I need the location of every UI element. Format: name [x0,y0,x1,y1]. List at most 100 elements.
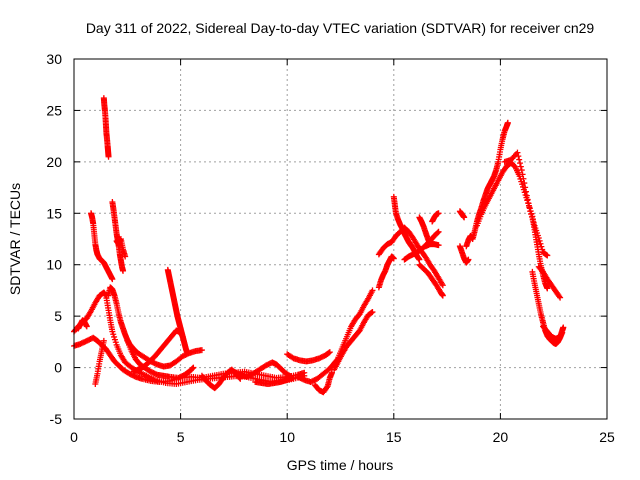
data-point [525,200,532,207]
data-point [390,255,397,262]
data-point [83,323,90,330]
data-point [536,237,543,244]
data-point [544,285,551,292]
series-track-u [375,253,397,291]
series-track-ab [422,241,442,250]
grid-lines [74,59,607,419]
data-point [105,153,112,160]
series-track-r [311,369,335,396]
data-point [515,153,522,160]
series-track-ad [456,243,472,266]
x-tick-label: 10 [279,429,295,445]
data-point [521,180,528,187]
data-point [435,228,442,235]
data-point [522,184,529,191]
data-point [518,167,525,174]
data-point [439,282,446,289]
data-point [537,240,544,247]
series-track-aj [540,323,567,342]
data-point [111,336,118,343]
data-point [183,349,190,356]
data-point [544,252,551,259]
data-point [517,160,524,167]
data-point [112,339,119,346]
y-tick-label: 25 [46,102,62,118]
y-tick-label: 5 [54,308,62,324]
data-point [557,294,564,301]
data-points [71,95,567,396]
x-tick-label: 5 [177,429,185,445]
data-point [109,276,116,283]
x-tick-label: 20 [493,429,509,445]
data-point [529,216,536,223]
x-tick-label: 0 [70,429,78,445]
data-point [323,384,330,391]
data-point [198,347,205,354]
series-track-h [92,337,107,388]
data-point [439,292,446,299]
y-tick-label: 20 [46,154,62,170]
data-point [326,349,333,356]
y-tick-label: -5 [50,411,63,427]
series-track-ag [501,149,551,259]
series-track-t [335,287,376,361]
data-point [539,246,546,253]
data-point [526,204,533,211]
series-track-ai [535,263,564,301]
data-point [122,253,129,260]
data-point [538,243,545,250]
data-point [528,213,535,220]
y-tick-label: 30 [46,51,62,67]
data-point [461,214,468,221]
data-point [504,119,511,126]
data-point [527,208,534,215]
series-track-y [416,261,446,299]
y-tick-label: 0 [54,360,62,376]
data-point [530,219,537,226]
series-track-d [88,210,116,283]
data-point [120,267,127,274]
data-point [109,328,116,335]
data-point [560,324,567,331]
x-tick-label: 25 [599,429,615,445]
data-point [369,309,376,316]
series-track-f [109,198,127,274]
data-point [110,331,117,338]
x-axis-label: GPS time / hours [287,457,394,473]
data-point [369,287,376,294]
data-point [111,333,118,340]
data-point [434,229,441,236]
series-track-j [124,337,197,381]
data-point [190,364,197,371]
data-point [520,175,527,182]
series-track-i [113,236,129,260]
plot-frame [73,58,608,420]
data-point [416,256,423,263]
series-track-af [473,159,551,292]
series-track-ae [463,119,511,250]
y-tick-label: 15 [46,205,62,221]
series-track-o [252,374,297,388]
chart-title: Day 311 of 2022, Sidereal Day-to-day VTE… [86,20,595,36]
data-point [524,196,531,203]
data-point [517,163,524,170]
data-point [519,171,526,178]
data-point [328,369,335,376]
data-point [189,365,196,372]
data-point [556,293,563,300]
series-track-ac [456,208,468,221]
data-point [100,337,107,344]
series-track-aa [429,210,442,225]
data-point [290,374,297,381]
series-track-l [164,266,190,356]
data-point [535,234,542,241]
series-track-p [284,349,333,365]
data-point [523,192,530,199]
data-point [516,156,523,163]
y-tick-label: 10 [46,257,62,273]
y-axis-label: SDTVAR / TECUs [7,183,23,295]
data-point [514,149,521,156]
series-track-c [75,317,90,332]
x-tick-label: 15 [386,429,402,445]
